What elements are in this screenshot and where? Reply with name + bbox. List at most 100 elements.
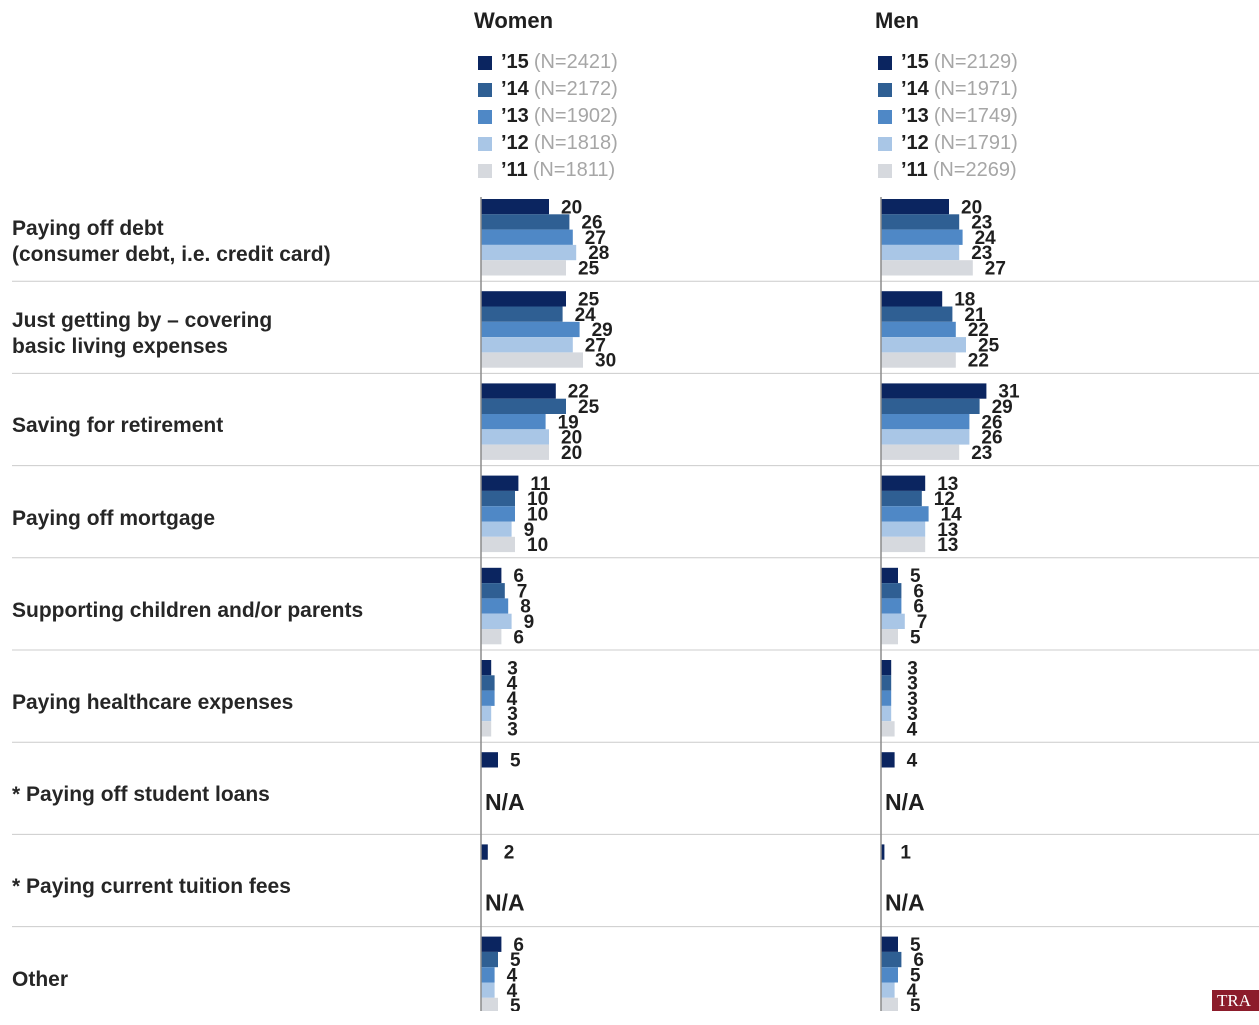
bar <box>481 613 512 629</box>
legend-sample-size: (N=2172) <box>533 78 618 100</box>
bar <box>881 936 898 952</box>
bar <box>881 844 885 860</box>
bar <box>481 567 502 584</box>
bar <box>881 475 926 491</box>
data-label: 20 <box>961 197 982 218</box>
bar <box>481 306 563 322</box>
data-label: 22 <box>968 320 989 341</box>
na-label: N/A <box>885 889 925 915</box>
bar <box>881 629 898 645</box>
legend-year: ’15 <box>901 51 929 73</box>
data-label: 29 <box>592 320 613 341</box>
data-label: 5 <box>910 627 921 648</box>
legend-item: ’11 (N=1811) <box>478 157 618 184</box>
data-label: 28 <box>588 243 609 264</box>
legend-swatch <box>478 136 492 151</box>
men-group-title: Men <box>875 8 919 33</box>
bar <box>481 321 580 338</box>
bar <box>481 675 495 691</box>
category-label: Other <box>12 935 452 1025</box>
bar <box>481 398 566 414</box>
data-label: 10 <box>527 505 548 526</box>
data-label: 5 <box>510 751 521 772</box>
data-label: 23 <box>971 443 992 464</box>
bar <box>481 291 566 307</box>
bar <box>881 967 898 983</box>
bar <box>481 598 509 614</box>
category-label-text: Paying off debt (consumer debt, i.e. cre… <box>12 217 331 267</box>
data-label: 20 <box>561 197 582 218</box>
category-label: Supporting children and/or parents <box>12 566 452 656</box>
category-label: * Paying off student loans <box>12 750 452 840</box>
na-label: N/A <box>485 789 525 815</box>
category-label-text: * Paying current tuition fees <box>12 875 291 899</box>
data-label: 10 <box>527 489 548 510</box>
data-label: 6 <box>913 597 924 618</box>
bar <box>481 936 502 952</box>
category-label-text: * Paying off student loans <box>12 783 270 807</box>
data-label: 27 <box>985 259 1006 280</box>
data-label: 5 <box>910 935 921 956</box>
data-label: 4 <box>907 751 918 772</box>
bar <box>481 705 492 722</box>
bar <box>481 521 512 537</box>
data-label: 6 <box>513 935 524 956</box>
bar <box>881 705 892 722</box>
bar <box>881 490 922 507</box>
data-label: 26 <box>581 213 602 234</box>
category-label-text: Supporting children and/or parents <box>12 598 364 622</box>
data-label: 11 <box>530 474 551 495</box>
bar <box>881 383 987 399</box>
legend-swatch <box>878 109 892 124</box>
data-label: 6 <box>513 627 524 648</box>
data-label: 5 <box>510 996 521 1011</box>
legend-year: ’15 <box>501 51 529 73</box>
data-label: 4 <box>507 689 518 710</box>
category-label-text: Other <box>12 967 69 991</box>
na-label: N/A <box>885 789 925 815</box>
legend-item: ’12 (N=1818) <box>478 130 618 157</box>
bar <box>881 506 929 522</box>
legend-item: ’15 (N=2129) <box>878 49 1018 76</box>
bar <box>881 536 926 553</box>
bar <box>881 352 956 368</box>
bar <box>881 690 892 706</box>
legend-swatch <box>478 55 492 70</box>
bar <box>881 429 970 445</box>
data-label: 29 <box>992 397 1013 418</box>
data-label: 9 <box>524 612 535 633</box>
bar <box>881 337 966 353</box>
data-label: 30 <box>595 351 616 372</box>
legend-swatch <box>878 136 892 151</box>
women-group-title: Women <box>474 8 554 33</box>
data-label: 4 <box>907 981 918 1002</box>
legend-sample-size: (N=2129) <box>933 51 1018 73</box>
bar <box>881 982 895 998</box>
bar <box>881 260 973 276</box>
category-label: Just getting by – covering basic living … <box>12 289 452 379</box>
legend-sample-size: (N=1791) <box>933 132 1018 154</box>
men-legend: ’15 (N=2129) ’14 (N=1971) ’13 (N=1749) ’12 (N=1… <box>878 49 1018 184</box>
bar <box>881 598 902 614</box>
bar <box>481 690 495 706</box>
legend-swatch <box>878 163 892 178</box>
data-label: 4 <box>507 966 518 987</box>
bar <box>881 721 895 737</box>
legend-year: ’11 <box>901 159 928 181</box>
bar <box>881 444 960 460</box>
bar <box>481 629 502 645</box>
data-label: 12 <box>934 489 955 510</box>
na-label: N/A <box>485 889 525 915</box>
legend-sample-size: (N=1749) <box>933 105 1018 127</box>
category-label-text: Just getting by – covering basic living … <box>12 309 273 359</box>
bar <box>881 244 960 261</box>
data-label: 5 <box>510 950 521 971</box>
data-label: 4 <box>507 981 518 1002</box>
legend-swatch <box>478 163 492 178</box>
data-label: 3 <box>507 704 518 725</box>
category-label: Saving for retirement <box>12 381 452 471</box>
legend-item: ’13 (N=1902) <box>478 103 618 130</box>
legend-item: ’14 (N=2172) <box>478 76 618 103</box>
legend-sample-size: (N=1811) <box>532 159 616 181</box>
data-label: 13 <box>937 474 958 495</box>
